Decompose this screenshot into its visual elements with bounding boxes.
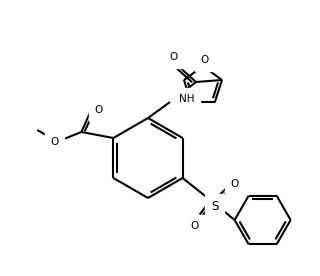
Text: S: S [211, 200, 218, 213]
Text: O: O [94, 105, 102, 115]
Text: NH: NH [179, 94, 195, 104]
Text: O: O [230, 179, 239, 189]
Text: O: O [190, 221, 199, 231]
Text: O: O [50, 137, 59, 147]
Text: O: O [170, 52, 178, 62]
Text: O: O [201, 55, 209, 65]
